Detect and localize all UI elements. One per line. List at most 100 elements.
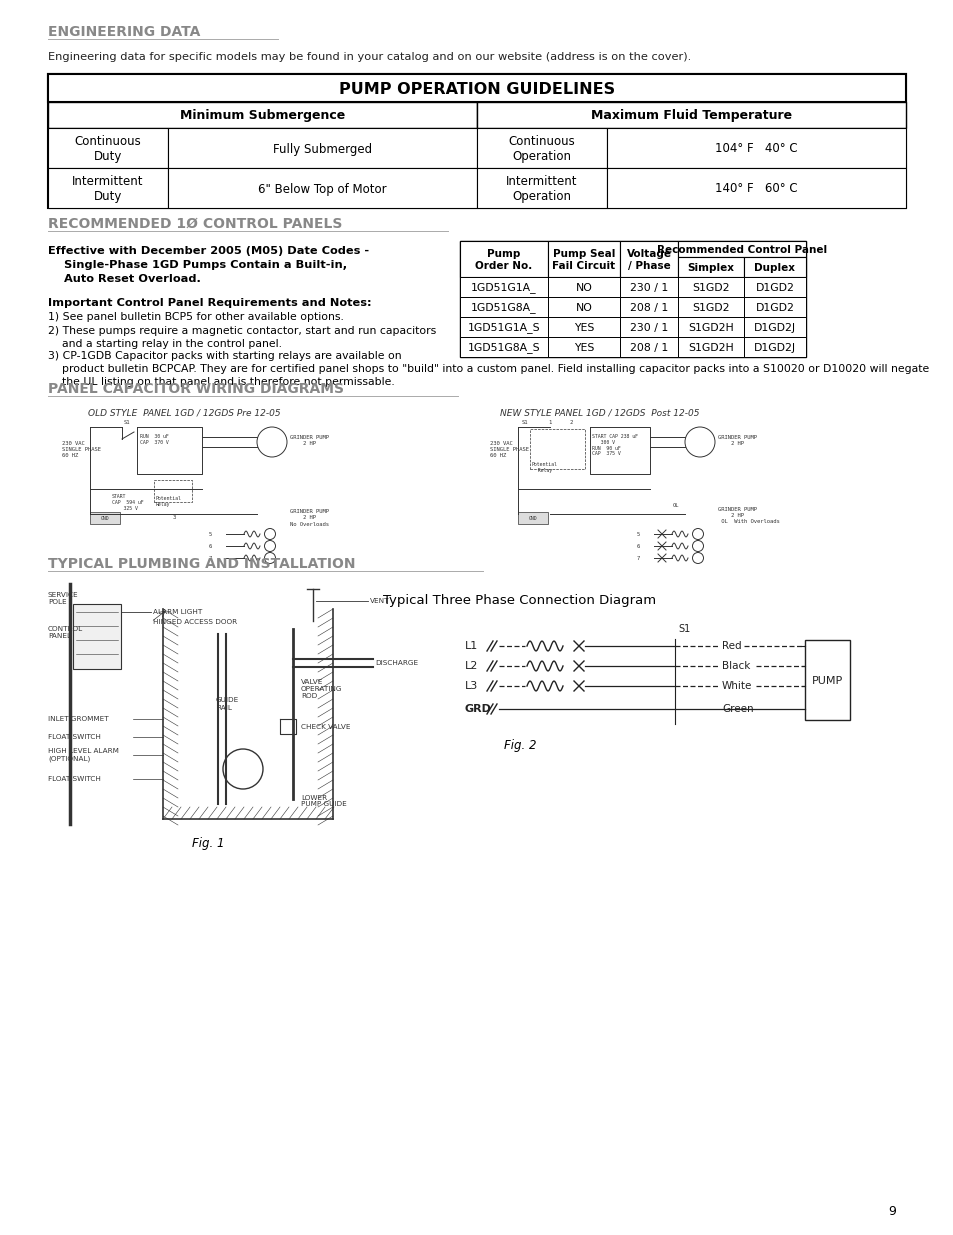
Text: 7: 7 <box>636 556 639 561</box>
Text: 6: 6 <box>208 543 212 548</box>
Text: 9: 9 <box>887 1205 895 1218</box>
Text: 3) CP-1GDB Capacitor packs with starting relays are available on
    product bul: 3) CP-1GDB Capacitor packs with starting… <box>48 351 928 388</box>
Bar <box>547 277 619 296</box>
Bar <box>804 640 849 720</box>
Text: GND: GND <box>528 516 537 521</box>
Text: YES: YES <box>573 343 594 353</box>
Text: Simplex: Simplex <box>687 263 734 273</box>
Bar <box>619 337 678 357</box>
Text: White: White <box>721 680 752 692</box>
Text: RECOMMENDED 1Ø CONTROL PANELS: RECOMMENDED 1Ø CONTROL PANELS <box>48 217 342 231</box>
Text: CHECK VALVE: CHECK VALVE <box>301 724 350 730</box>
Text: PUMP OPERATION GUIDELINES: PUMP OPERATION GUIDELINES <box>338 82 615 96</box>
Text: 230 VAC
SINGLE PHASE
60 HZ: 230 VAC SINGLE PHASE 60 HZ <box>62 441 101 458</box>
Text: LOWER
PUMP GUIDE: LOWER PUMP GUIDE <box>301 794 346 808</box>
Text: Black: Black <box>721 661 750 671</box>
Text: 1GD51G8A_S: 1GD51G8A_S <box>467 342 539 353</box>
Text: D1GD2J: D1GD2J <box>753 343 795 353</box>
Text: HIGH LEVEL ALARM
(OPTIONAL): HIGH LEVEL ALARM (OPTIONAL) <box>48 748 119 762</box>
Text: S1GD2: S1GD2 <box>692 303 729 312</box>
Text: NO: NO <box>575 283 592 293</box>
Text: INLET GROMMET: INLET GROMMET <box>48 716 109 722</box>
Text: 7: 7 <box>208 556 212 561</box>
Text: YES: YES <box>573 324 594 333</box>
Bar <box>678 241 805 257</box>
Bar <box>90 513 120 524</box>
Text: S1GD2H: S1GD2H <box>687 343 733 353</box>
Text: Potential
Relay: Potential Relay <box>156 496 182 506</box>
Text: 3: 3 <box>172 515 175 520</box>
Bar <box>547 296 619 317</box>
Text: 5: 5 <box>636 531 639 536</box>
Text: D1GD2: D1GD2 <box>755 283 794 293</box>
Text: Voltage
/ Phase: Voltage / Phase <box>626 248 671 272</box>
Bar <box>476 128 606 168</box>
Text: 5: 5 <box>208 531 212 536</box>
Text: No Overloads: No Overloads <box>290 522 329 527</box>
Text: 1GD51G1A_S: 1GD51G1A_S <box>467 322 539 333</box>
Bar <box>459 241 547 277</box>
Text: OL: OL <box>672 503 679 508</box>
Text: Effective with December 2005 (M05) Date Codes -
    Single-Phase 1GD Pumps Conta: Effective with December 2005 (M05) Date … <box>48 246 369 284</box>
Bar <box>168 128 476 168</box>
Bar <box>743 277 805 296</box>
Bar <box>678 317 743 337</box>
Bar <box>619 317 678 337</box>
Bar <box>48 74 905 207</box>
Text: Fully Submerged: Fully Submerged <box>273 142 372 156</box>
Bar <box>743 337 805 357</box>
Bar <box>619 241 678 277</box>
Text: S1: S1 <box>678 624 690 634</box>
Bar <box>678 257 743 277</box>
Text: ENGINEERING DATA: ENGINEERING DATA <box>48 25 200 40</box>
Text: CONTROL
PANEL: CONTROL PANEL <box>48 626 83 638</box>
Bar <box>619 277 678 296</box>
Bar <box>459 277 547 296</box>
Text: L1: L1 <box>464 641 477 651</box>
Bar <box>743 257 805 277</box>
Text: S1GD2H: S1GD2H <box>687 324 733 333</box>
Text: GRINDER PUMP
    2 HP
 OL  With Overloads: GRINDER PUMP 2 HP OL With Overloads <box>718 508 779 524</box>
Text: PUMP: PUMP <box>811 676 842 685</box>
Text: 230 / 1: 230 / 1 <box>629 324 667 333</box>
Text: L2: L2 <box>464 661 477 671</box>
Bar <box>619 296 678 317</box>
Text: 208 / 1: 208 / 1 <box>629 303 667 312</box>
Text: GND: GND <box>101 516 110 521</box>
Text: START CAP 238 uF
   300 V
RUN  90 uF
CAP  375 V: START CAP 238 uF 300 V RUN 90 uF CAP 375… <box>592 433 638 457</box>
Bar <box>48 103 476 128</box>
Text: 230 / 1: 230 / 1 <box>629 283 667 293</box>
Text: Fig. 1: Fig. 1 <box>192 837 224 850</box>
Text: 1: 1 <box>547 420 551 425</box>
Bar <box>530 429 584 469</box>
Bar <box>459 337 547 357</box>
Text: Continuous
Operation: Continuous Operation <box>508 135 575 163</box>
Bar <box>168 168 476 207</box>
Text: 2) These pumps require a magnetic contactor, start and run capacitors
    and a : 2) These pumps require a magnetic contac… <box>48 326 436 350</box>
Text: D1GD2J: D1GD2J <box>753 324 795 333</box>
Bar <box>743 317 805 337</box>
Bar <box>48 128 168 168</box>
Text: GRD: GRD <box>464 704 492 714</box>
Text: Engineering data for specific models may be found in your catalog and on our web: Engineering data for specific models may… <box>48 52 691 62</box>
Text: FLOAT SWITCH: FLOAT SWITCH <box>48 734 101 740</box>
Bar <box>547 241 619 277</box>
Text: HINGED ACCESS DOOR: HINGED ACCESS DOOR <box>152 619 237 625</box>
Text: PANEL CAPACITOR WIRING DIAGRAMS: PANEL CAPACITOR WIRING DIAGRAMS <box>48 382 344 396</box>
Text: 6: 6 <box>636 543 639 548</box>
Text: OLD STYLE  PANEL 1GD / 12GDS Pre 12-05: OLD STYLE PANEL 1GD / 12GDS Pre 12-05 <box>88 409 280 417</box>
Text: Important Control Panel Requirements and Notes:: Important Control Panel Requirements and… <box>48 298 372 308</box>
Text: 230 VAC
SINGLE PHASE
60 HZ: 230 VAC SINGLE PHASE 60 HZ <box>490 441 529 458</box>
Text: L3: L3 <box>464 680 477 692</box>
Text: 208 / 1: 208 / 1 <box>629 343 667 353</box>
Text: Fig. 2: Fig. 2 <box>503 739 536 752</box>
Bar <box>606 168 905 207</box>
Text: Intermittent
Operation: Intermittent Operation <box>506 175 578 203</box>
Text: 1GD51G1A_: 1GD51G1A_ <box>471 283 537 294</box>
Bar <box>606 128 905 168</box>
Bar <box>476 168 606 207</box>
Text: Continuous
Duty: Continuous Duty <box>74 135 141 163</box>
Text: DISCHARGE: DISCHARGE <box>375 659 417 666</box>
Bar <box>743 296 805 317</box>
Text: 6" Below Top of Motor: 6" Below Top of Motor <box>258 183 386 195</box>
